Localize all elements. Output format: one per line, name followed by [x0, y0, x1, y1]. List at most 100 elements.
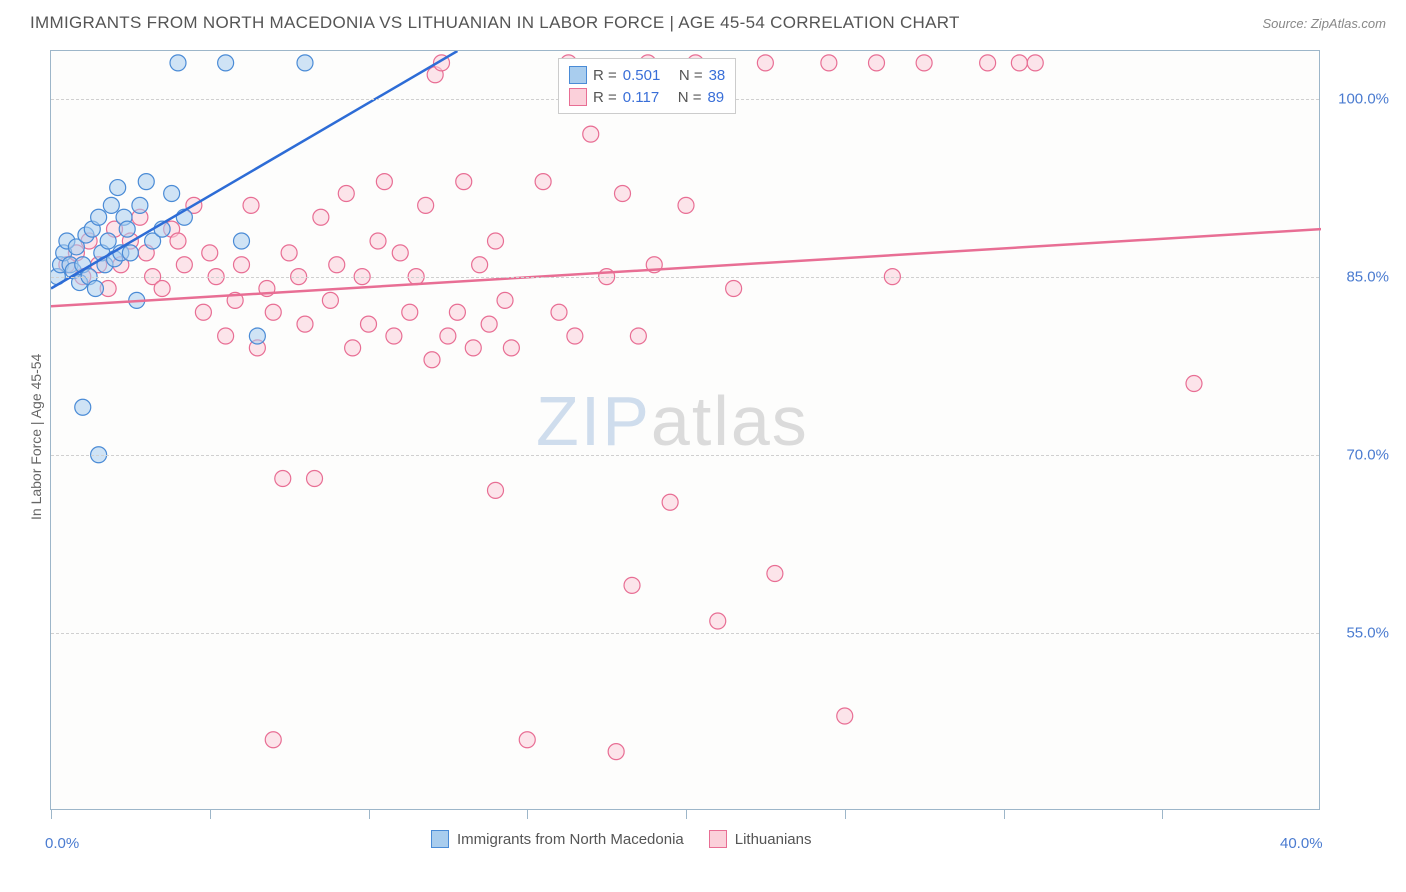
data-point	[869, 55, 885, 71]
legend-row: R = 0.501 N = 38	[569, 64, 725, 86]
x-tick	[51, 809, 52, 819]
source-link[interactable]: ZipAtlas.com	[1311, 16, 1386, 31]
data-point	[138, 174, 154, 190]
data-point	[249, 328, 265, 344]
data-point	[710, 613, 726, 629]
data-point	[418, 197, 434, 213]
legend-r-label: R =	[593, 89, 617, 106]
data-point	[662, 494, 678, 510]
data-point	[583, 126, 599, 142]
data-point	[322, 292, 338, 308]
x-tick	[210, 809, 211, 819]
data-point	[519, 732, 535, 748]
legend-swatch	[709, 830, 727, 848]
legend-r-value: 0.117	[623, 89, 659, 106]
legend-n-label: N =	[666, 67, 702, 84]
data-point	[100, 233, 116, 249]
data-point	[218, 328, 234, 344]
data-point	[472, 257, 488, 273]
data-point	[503, 340, 519, 356]
data-point	[370, 233, 386, 249]
y-tick-label: 70.0%	[1329, 446, 1389, 463]
data-point	[1186, 376, 1202, 392]
data-point	[449, 304, 465, 320]
data-point	[916, 55, 932, 71]
data-point	[488, 233, 504, 249]
data-point	[164, 186, 180, 202]
data-point	[767, 566, 783, 582]
legend-r-value: 0.501	[623, 67, 661, 84]
y-tick-label: 55.0%	[1329, 624, 1389, 641]
data-point	[402, 304, 418, 320]
data-point	[608, 744, 624, 760]
grid-line	[51, 277, 1319, 278]
data-point	[243, 197, 259, 213]
legend-row: R = 0.117 N = 89	[569, 86, 725, 108]
data-point	[234, 257, 250, 273]
data-point	[392, 245, 408, 261]
y-tick-label: 100.0%	[1329, 90, 1389, 107]
data-point	[103, 197, 119, 213]
data-point	[1027, 55, 1043, 71]
data-point	[313, 209, 329, 225]
data-point	[329, 257, 345, 273]
legend-n-value: 89	[707, 89, 724, 106]
data-point	[122, 245, 138, 261]
x-tick	[1004, 809, 1005, 819]
data-point	[456, 174, 472, 190]
data-point	[624, 577, 640, 593]
data-point	[1011, 55, 1027, 71]
data-point	[551, 304, 567, 320]
data-point	[110, 180, 126, 196]
x-tick	[369, 809, 370, 819]
data-point	[265, 732, 281, 748]
data-point	[119, 221, 135, 237]
chart-plot-area: ZIPatlas 55.0%70.0%85.0%100.0%	[50, 50, 1320, 810]
data-point	[757, 55, 773, 71]
data-point	[481, 316, 497, 332]
y-axis-title: In Labor Force | Age 45-54	[28, 354, 44, 520]
x-axis-min-label: 0.0%	[45, 835, 79, 852]
data-point	[75, 399, 91, 415]
source-prefix: Source:	[1262, 16, 1310, 31]
grid-line	[51, 455, 1319, 456]
legend-n-label: N =	[665, 89, 701, 106]
data-point	[91, 209, 107, 225]
data-point	[386, 328, 402, 344]
data-point	[297, 55, 313, 71]
data-point	[345, 340, 361, 356]
x-axis-max-label: 40.0%	[1280, 835, 1323, 852]
data-point	[307, 471, 323, 487]
data-point	[87, 281, 103, 297]
source-attribution: Source: ZipAtlas.com	[1262, 16, 1386, 31]
data-point	[440, 328, 456, 344]
data-point	[678, 197, 694, 213]
data-point	[338, 186, 354, 202]
legend-item: Lithuanians	[709, 830, 812, 848]
data-point	[234, 233, 250, 249]
data-point	[176, 257, 192, 273]
data-point	[275, 471, 291, 487]
data-point	[361, 316, 377, 332]
legend-r-label: R =	[593, 67, 617, 84]
data-point	[837, 708, 853, 724]
data-point	[465, 340, 481, 356]
data-point	[980, 55, 996, 71]
data-point	[497, 292, 513, 308]
data-point	[195, 304, 211, 320]
scatter-plot-svg	[51, 51, 1321, 811]
data-point	[170, 233, 186, 249]
legend-item: Immigrants from North Macedonia	[431, 830, 684, 848]
legend-swatch	[569, 88, 587, 106]
x-tick	[527, 809, 528, 819]
grid-line	[51, 633, 1319, 634]
x-tick	[845, 809, 846, 819]
data-point	[218, 55, 234, 71]
data-point	[202, 245, 218, 261]
data-point	[281, 245, 297, 261]
data-point	[567, 328, 583, 344]
legend-swatch	[569, 66, 587, 84]
data-point	[488, 482, 504, 498]
data-point	[376, 174, 392, 190]
data-point	[265, 304, 281, 320]
